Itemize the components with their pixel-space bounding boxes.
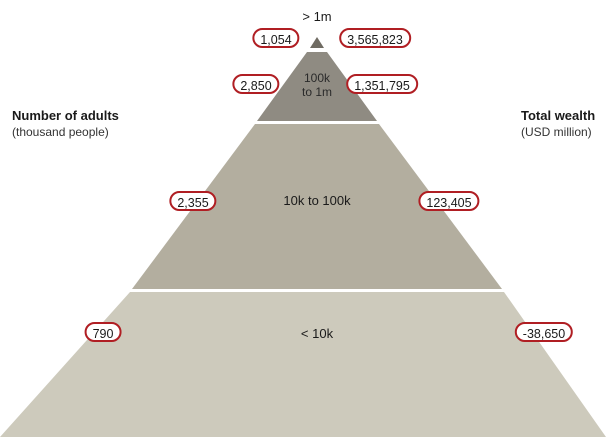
wealth-pill-upper: 1,351,795 [346, 74, 418, 94]
right-axis-subtitle: (USD million) [521, 125, 592, 139]
left-axis-subtitle: (thousand people) [12, 125, 109, 139]
tier-label-middle: 10k to 100k [283, 193, 351, 208]
tier-label-top: > 1m [302, 9, 332, 24]
tier-top-shape [310, 37, 324, 48]
wealth-pill-base: -38,650 [514, 322, 574, 342]
adults-pill-upper: 2,850 [232, 74, 280, 94]
adults-pill-base: 790 [84, 322, 122, 342]
left-axis-title: Number of adults [12, 108, 119, 123]
wealth-pill-middle: 123,405 [418, 191, 480, 211]
right-axis-title: Total wealth [521, 108, 596, 123]
adults-pill-top: 1,054 [252, 28, 300, 48]
wealth-pill-top: 3,565,823 [339, 28, 411, 48]
tier-label-upper-line2: to 1m [301, 85, 333, 99]
tier-label-upper-line1: 100k [303, 71, 331, 85]
tier-base-shape [0, 292, 606, 437]
tier-upper-shape [257, 52, 377, 121]
adults-pill-middle: 2,355 [169, 191, 217, 211]
tier-middle-shape [132, 124, 502, 289]
tier-label-upper: 100k to 1m [302, 71, 332, 99]
tier-label-base: < 10k [300, 326, 334, 341]
